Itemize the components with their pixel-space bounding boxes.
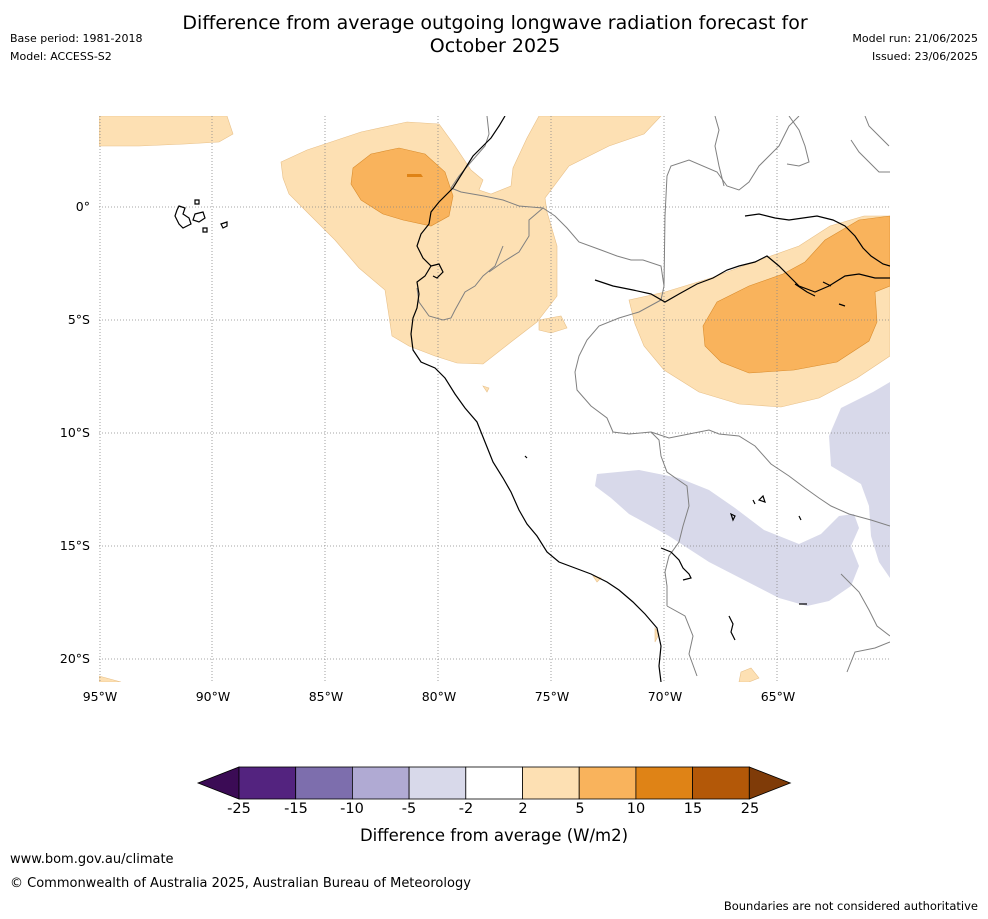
cb-tick-2: 2 [518,801,528,817]
colorbar-graphic [196,766,792,800]
cb-tick-minus2: -2 [458,801,474,817]
anomaly-map [99,116,890,682]
colorbar-segment-4 [408,766,467,800]
colorbar [196,766,794,800]
lon-label-85w: 85°W [308,689,344,704]
country-boundaries [416,116,890,677]
meta-right: Model run: 21/06/2025 Issued: 23/06/2025 [852,30,978,66]
cb-tick-minus15: -15 [284,801,308,817]
base-period: Base period: 1981-2018 [10,32,143,45]
model-run: Model run: 21/06/2025 [852,32,978,45]
colorbar-segment-9 [692,766,750,800]
model-name: Model: ACCESS-S2 [10,50,112,63]
title-line-2: October 2025 [429,35,561,57]
colorbar-title: Difference from average (W/m2) [359,826,629,845]
footer-copyright: © Commonwealth of Australia 2025, Austra… [10,876,471,891]
footer-url: www.bom.gov.au/climate [10,852,174,867]
lon-label-90w: 90°W [195,689,231,704]
coastline [174,116,890,682]
cb-tick-5: 5 [575,801,585,817]
cb-tick-minus10: -10 [340,801,364,817]
anomaly-10-to-15 [407,174,423,177]
colorbar-segment-2 [295,766,353,800]
lon-label-70w: 70°W [647,689,683,704]
lat-label-0: 0° [75,199,90,214]
anomaly-minus5-to-minus2 [595,382,890,606]
cb-tick-15: 15 [683,801,703,817]
footer-disclaimer: Boundaries are not considered authoritat… [723,899,978,913]
lat-label-15s: 15°S [59,538,90,553]
map-panel [99,116,890,682]
colorbar-segment-1 [238,766,297,800]
chart-title: Difference from average outgoing longwav… [150,12,840,58]
cb-tick-minus25: -25 [227,801,251,817]
colorbar-extend-low [196,766,240,800]
lon-label-65w: 65°W [760,689,796,704]
lon-label-75w: 75°W [534,689,570,704]
lat-label-5s: 5°S [67,312,90,327]
cb-tick-minus5: -5 [401,801,417,817]
issued-date: Issued: 23/06/2025 [871,50,978,63]
meta-left: Base period: 1981-2018 Model: ACCESS-S2 [10,30,142,66]
lat-label-10s: 10°S [59,425,90,440]
title-line-1: Difference from average outgoing longwav… [182,12,808,34]
lat-label-20s: 20°S [59,651,90,666]
anomaly-5-to-10 [350,147,890,374]
colorbar-segment-7 [578,766,637,800]
colorbar-segment-5 [465,766,523,800]
graticule [99,116,890,682]
colorbar-segment-3 [351,766,410,800]
cb-tick-10: 10 [626,801,646,817]
lon-label-95w: 95°W [82,689,118,704]
colorbar-segment-6 [522,766,580,800]
colorbar-extend-high [748,766,792,800]
cb-tick-25: 25 [740,801,760,817]
lon-label-80w: 80°W [421,689,457,704]
colorbar-segment-8 [635,766,693,800]
